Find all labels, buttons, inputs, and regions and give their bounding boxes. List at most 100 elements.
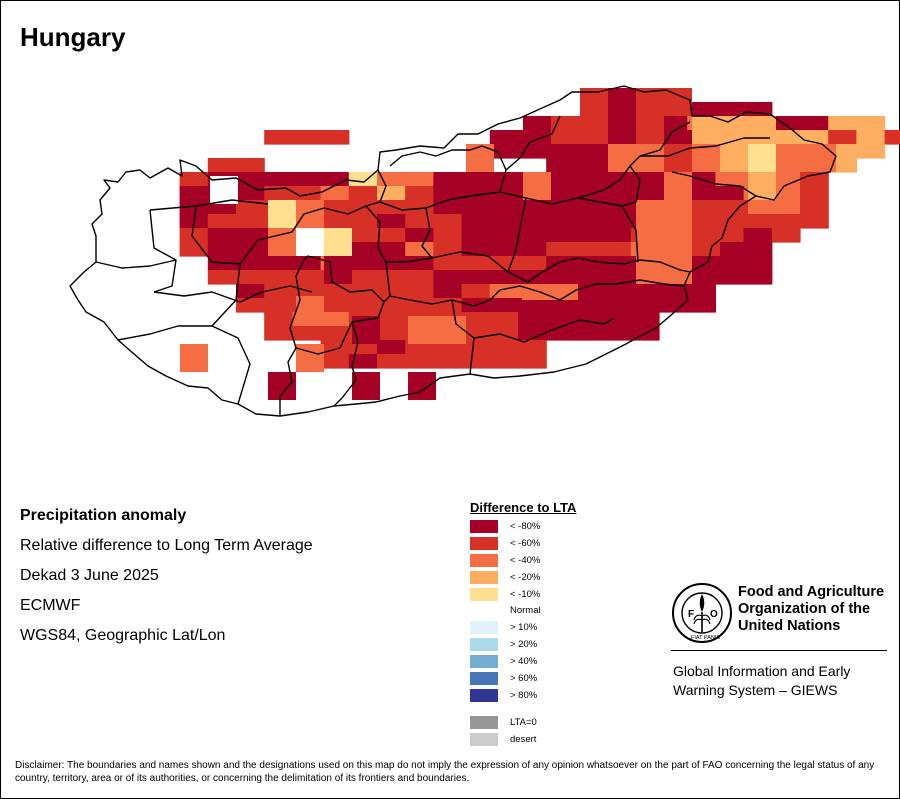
grid-cell [377,228,406,243]
region-border [257,205,367,241]
grid-cell [518,242,547,257]
fao-logo-icon: F O FIAT PANIS [672,583,732,643]
grid-cell [551,116,664,144]
grid-cell [630,298,660,313]
fao-logo-letter: O [710,609,718,620]
grid-cell [771,200,801,215]
grid-cell [236,298,265,313]
grid-cell [659,284,688,299]
grid-cell [461,270,491,285]
grid-cell [348,242,378,257]
grid-cell [574,172,604,187]
grid-cell [574,158,604,173]
grid-cell [405,284,434,299]
grid-cell [377,242,406,257]
grid-cell [518,228,547,243]
grid-cell [884,130,900,145]
grid-cell [518,326,547,341]
grid-cell [720,144,748,172]
grid-cell [461,172,491,187]
grid-cell [461,354,491,369]
grid-cell [348,228,378,243]
grid-cell [692,200,748,228]
grid-cell [433,214,463,229]
grid-cell [489,354,519,369]
region-border [365,205,391,303]
grid-cell [574,326,604,341]
grid-cell [236,284,265,299]
grid-cell [687,102,716,117]
grid-cell [348,214,378,229]
grid-cell [856,130,886,145]
grid-cell [179,228,209,243]
grid-cell [405,242,434,257]
grid-cell [320,186,350,201]
grid-cell [608,88,636,116]
grid-cell [715,270,745,285]
grid-cell [748,144,776,172]
region-border [421,207,433,259]
region-border [153,285,313,303]
grid-cell [320,172,350,187]
grid-cell [405,298,434,313]
grid-cell [320,326,350,341]
grid-cell [546,242,575,257]
grid-cell [292,256,322,271]
region-border [507,197,527,273]
grid-cell [523,172,551,200]
grid-cell [405,228,434,243]
grid-cell [574,242,604,257]
grid-cell [771,130,801,145]
grid-cell [518,256,547,271]
grid-cell [608,116,636,144]
grid-cell [574,228,604,243]
region-border [289,255,385,355]
grid-cell [179,200,209,215]
grid-cell [715,186,745,201]
legend-swatch [470,655,498,668]
grid-cell [377,326,406,341]
grid-cell [546,270,575,285]
grid-cell [518,354,547,369]
grid-cell [405,256,434,271]
grid-cell [715,172,745,187]
grid-cell [828,130,857,145]
grid-cell [489,214,519,229]
grid-cell [715,228,745,243]
grid-cell [602,270,632,285]
grid-cell [800,186,829,201]
region-border [671,171,757,197]
legend-swatch [470,588,498,601]
grid-cell [630,284,660,299]
grid-cell [408,316,466,344]
grid-cell [292,172,322,187]
grid-cell [433,256,463,271]
grid-cell [692,228,720,256]
grid-cell [546,214,575,229]
grid-cell [546,186,575,201]
grid-cell [771,186,801,201]
grid-cell [264,172,293,187]
grid-cell [489,312,519,327]
grid-cell [236,270,265,285]
region-border [577,165,631,199]
grid-cell [518,214,547,229]
region-border [149,199,269,211]
grid-cell [324,228,352,256]
grid-cell [743,228,773,243]
grid-cell [518,312,547,327]
info-projection: WGS84, Geographic Lat/Lon [20,627,226,644]
legend-swatch [470,554,498,567]
grid-cell [489,326,519,341]
grid-cell [377,340,406,355]
region-border [333,321,359,407]
grid-cell [292,326,322,341]
region-border [279,347,297,416]
legend-swatch [470,520,498,533]
grid-cell [433,354,463,369]
org-name: Food and Agriculture Organization of the… [738,584,884,635]
divider [671,650,887,651]
grid-cell [828,116,857,131]
grid-cell [433,172,463,187]
grid-cell [659,298,688,313]
